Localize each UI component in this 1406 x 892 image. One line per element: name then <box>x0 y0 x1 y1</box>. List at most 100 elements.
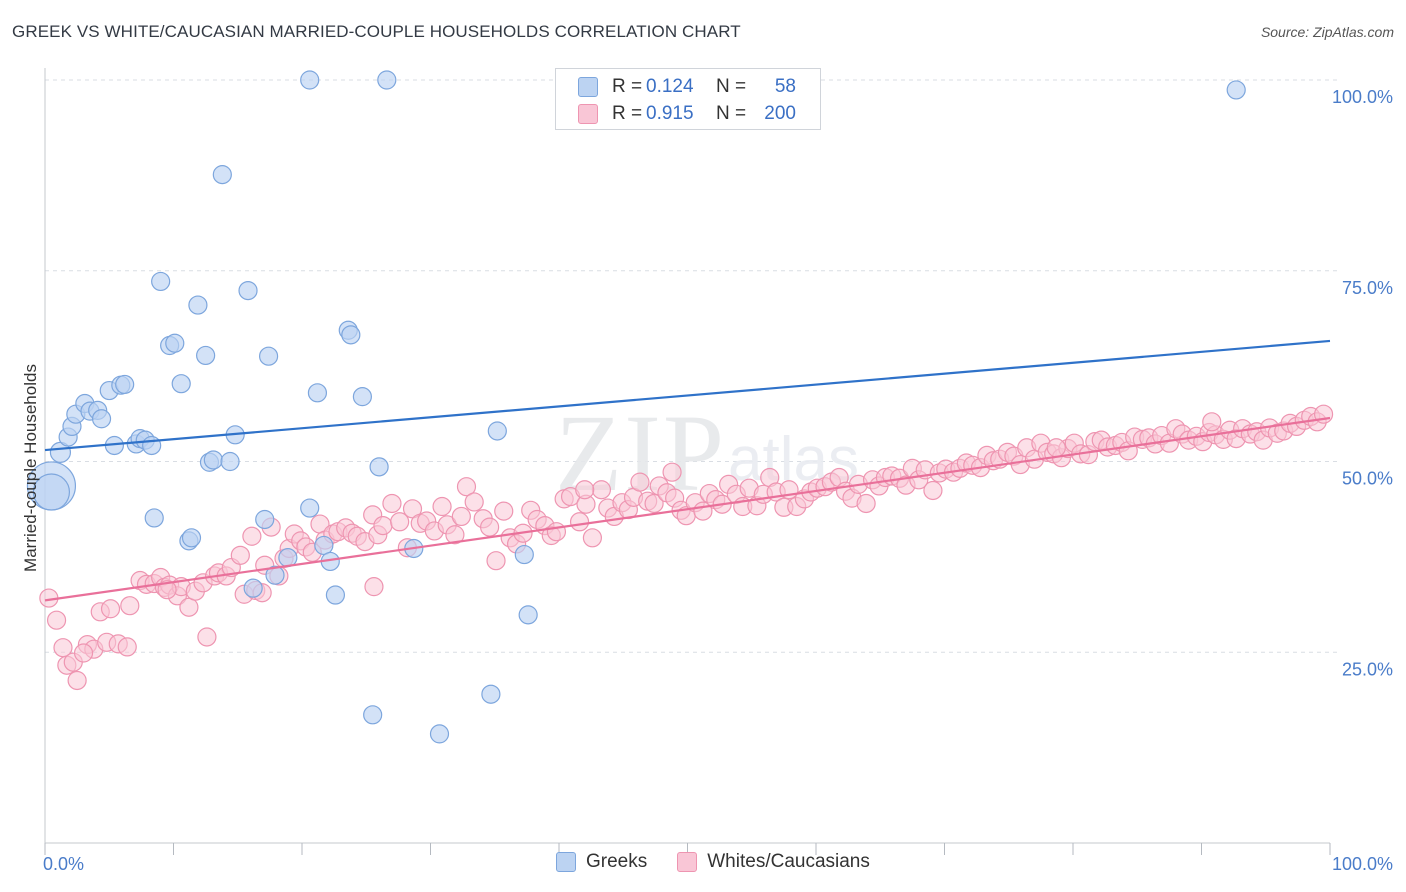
whites-point <box>230 545 250 565</box>
greeks-point <box>481 684 501 704</box>
legend-r-label: R = <box>612 76 643 97</box>
greeks-point <box>314 535 334 556</box>
whites-point <box>120 596 140 616</box>
whites-point <box>46 610 67 630</box>
whites-point <box>591 480 612 500</box>
whites-point <box>546 522 567 542</box>
whites-point <box>73 643 94 663</box>
whites-point <box>451 506 471 527</box>
legend-r-value: 0.915 <box>646 103 694 124</box>
whites-point <box>644 493 664 514</box>
greeks-point <box>1226 80 1246 100</box>
greeks-point <box>32 473 71 511</box>
whites-point <box>117 637 137 657</box>
greeks-point <box>265 565 285 585</box>
greeks-point <box>165 333 185 353</box>
trend-lines <box>44 339 1331 602</box>
legend-n-label: N = <box>716 76 747 97</box>
legend-row-whites: R = 0.915 N = 200 <box>578 101 796 127</box>
greeks-point <box>487 421 507 441</box>
greeks-point <box>220 451 240 472</box>
whites-point <box>494 501 514 521</box>
bottom-legend-whites[interactable]: Whites/Caucasians <box>677 851 870 873</box>
whites-point <box>486 551 506 571</box>
greeks-point <box>352 387 372 407</box>
whites-point <box>1202 412 1222 432</box>
bottom-legend: Greeks Whites/Caucasians <box>556 851 900 873</box>
axis-labels: 25.0% 50.0% 75.0% 100.0% 0.0% 100.0% <box>43 87 1393 874</box>
greeks-point <box>518 605 538 625</box>
whites-point <box>445 525 465 545</box>
x-tick-label-1: 100.0% <box>1332 854 1393 874</box>
greeks-point <box>196 345 216 366</box>
greeks-point <box>144 508 164 528</box>
greeks-point <box>369 457 389 477</box>
legend-r-value: 0.124 <box>646 76 694 97</box>
greeks-point <box>188 295 208 315</box>
whites-point <box>364 577 384 597</box>
legend: R = 0.124 N = 58 R = 0.915 N = 200 <box>555 68 821 130</box>
x-tick-label-0: 0.0% <box>43 854 84 874</box>
whites-point <box>197 627 217 647</box>
greeks-point <box>243 578 263 598</box>
greeks-point <box>181 528 202 548</box>
y-tick-label-2: 75.0% <box>1342 278 1393 298</box>
legend-swatch-greeks <box>578 77 598 97</box>
bottom-legend-swatch-greeks <box>556 852 576 872</box>
whites-point <box>67 670 87 691</box>
whites-point <box>382 493 402 514</box>
legend-n-value: 200 <box>764 103 796 124</box>
y-tick-label-0: 25.0% <box>1342 659 1393 679</box>
greeks-point <box>341 325 361 345</box>
greeks-point <box>300 70 320 90</box>
greeks-point <box>300 498 320 518</box>
greeks-point <box>258 346 279 366</box>
y-axis-title: Married-couple Households <box>21 364 40 572</box>
legend-swatch-whites <box>578 104 598 124</box>
whites-point <box>179 597 199 617</box>
greeks-point <box>255 509 275 530</box>
whites-point <box>1046 438 1066 458</box>
legend-r-label: R = <box>612 103 643 124</box>
whites-point <box>569 512 590 532</box>
greeks-point <box>325 585 346 605</box>
greeks-point <box>171 374 191 394</box>
y-tick-label-1: 50.0% <box>1342 469 1393 489</box>
whites-point <box>582 528 603 548</box>
whites-trend-line <box>44 416 1331 602</box>
greeks-point <box>429 724 450 744</box>
legend-n-label: N = <box>716 103 747 124</box>
whites-point <box>390 512 410 532</box>
whites-point <box>373 515 393 536</box>
bottom-legend-swatch-whites <box>677 852 698 872</box>
whites-point <box>856 493 876 514</box>
bottom-legend-label-whites: Whites/Caucasians <box>707 851 870 872</box>
chart-title: GREEK VS WHITE/CAUCASIAN MARRIED-COUPLE … <box>12 22 741 41</box>
greeks-series <box>26 70 1246 744</box>
y-tick-label-3: 100.0% <box>1332 87 1393 107</box>
legend-row-greeks: R = 0.124 N = 58 <box>578 74 796 100</box>
greeks-point <box>307 383 328 403</box>
source-label: Source: ZipAtlas.com <box>1260 24 1394 40</box>
bottom-legend-label-greeks: Greeks <box>586 851 648 872</box>
greeks-point <box>363 705 383 725</box>
bottom-legend-greeks[interactable]: Greeks <box>556 851 647 873</box>
greeks-point <box>212 165 232 185</box>
whites-point <box>157 580 177 600</box>
greeks-point <box>115 374 135 395</box>
whites-point <box>630 472 650 492</box>
greeks-point <box>377 70 397 90</box>
whites-point <box>100 599 121 619</box>
greeks-point <box>142 435 162 456</box>
whites-point <box>662 462 682 482</box>
greeks-point <box>203 450 223 470</box>
whites-point <box>480 517 500 537</box>
whites-point <box>464 492 484 512</box>
greeks-trend-line <box>44 339 1331 452</box>
greeks-point <box>91 409 112 429</box>
greeks-point <box>151 271 171 292</box>
whites-point <box>242 526 262 546</box>
whites-point <box>575 480 595 500</box>
greeks-point <box>514 544 534 565</box>
greeks-point <box>238 280 258 301</box>
